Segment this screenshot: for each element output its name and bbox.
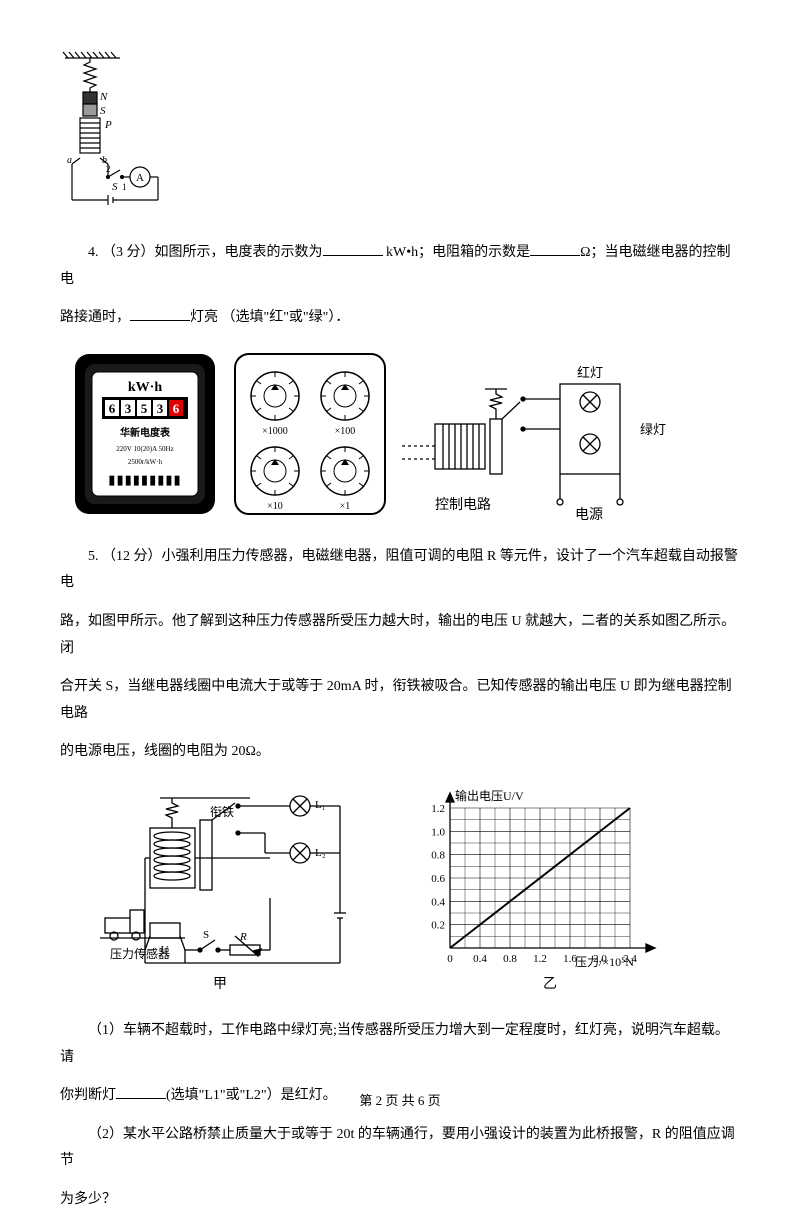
power-label: 电源 [575,507,603,523]
label-N: N [99,91,108,103]
svg-text:0.2: 0.2 [431,920,445,932]
q4-text: 4. （3 分）如图所示，电度表的示数为 kW•h；电阻箱的示数是Ω；当电磁继电… [60,240,740,293]
digit-3: 3 [157,401,164,416]
q5-sub2b: 为多少？ [60,1187,740,1214]
label-L1: L₁ [315,799,326,811]
q4-blank1 [323,241,383,256]
q5-sub2: （2）某水平公路桥禁止质量大于或等于 20t 的车辆通行，要用小强设计的装置为此… [60,1122,740,1175]
q4-prefix: 4. （3 分）如图所示，电度表的示数为 [88,245,323,260]
q4-blank3 [130,306,190,321]
label-t1: 1 [122,182,127,192]
q5-line3: 合开关 S，当继电器线圈中电流大于或等于 20mA 时，衔铁被吸合。已知传感器的… [60,674,740,727]
label-a: a [67,155,72,166]
svg-text:0.8: 0.8 [503,953,517,965]
label-S: S [100,105,106,117]
mult-3: ×1 [340,501,351,512]
q5-line4: 的电源电压，线圈的电阻为 20Ω。 [60,739,740,766]
label-ammeter: A [136,172,144,184]
svg-text:0.8: 0.8 [431,850,445,862]
digit-1: 3 [125,401,132,416]
meter-barcode: ▮▮▮▮▮▮▮▮▮ [108,472,181,487]
mult-1: ×100 [335,426,356,437]
meter-line2: 220V 10(20)A 50Hz [116,445,173,453]
svg-text:0.6: 0.6 [431,873,445,885]
digit-4: 6 [173,401,180,416]
q5-s2a: （2）某水平公路桥禁止质量大于或等于 20t 的车辆通行，要用小强设计的装置为此… [60,1127,735,1169]
q5-sub1: （1）车辆不超载时，工作电路中绿灯亮;当传感器所受压力增大到一定程度时，红灯亮，… [60,1018,740,1071]
svg-text:1.0: 1.0 [431,826,445,838]
ctrl-label: 控制电路 [435,497,491,513]
label-P: P [104,119,112,131]
page-footer: 第 2 页 共 6 页 [0,1089,800,1114]
label-sensor: 压力传感器 [110,946,170,961]
q4-blank2 [530,241,580,256]
q5-line2: 路，如图甲所示。他了解到这种压力传感器所受压力越大时，输出的电压 U 就越大，二… [60,609,740,662]
meter-line3: 2500r/kW·h [128,458,163,466]
label-switch: S [112,181,118,193]
svg-text:2.0: 2.0 [593,953,607,965]
svg-text:1.2: 1.2 [431,803,445,815]
q3-figure: N S P a b S 2 1 A [60,50,740,220]
red-lamp-label: 红灯 [577,365,603,380]
q5-line1: 5. （12 分）小强利用压力传感器，电磁继电器，阻值可调的电阻 R 等元件，设… [60,544,740,597]
digit-0: 6 [109,401,116,416]
q4-line2b: 灯亮 （选填"红"或"绿"）． [190,310,349,325]
cap-right: 乙 [543,976,557,992]
q4-line2a: 路接通时， [60,310,130,325]
q4-unit1: kW•h；电阻箱的示数是 [383,245,531,260]
label-R: R [239,931,247,943]
svg-text:0.4: 0.4 [431,896,445,908]
digit-2: 5 [141,401,148,416]
svg-text:0: 0 [447,953,453,965]
svg-text:1.2: 1.2 [533,953,547,965]
label-Sswitch: S [203,929,209,941]
chart-ylabel: 输出电压U/V [455,788,524,803]
q5-figure: U S R 衔铁 L₁ [60,778,740,998]
q4-figure: kW·h 6 3 5 3 6 华新电度表 220V 10(20)A 50Hz 2… [60,344,740,524]
label-t2: 2 [106,164,111,174]
label-arm: 衔铁 [210,805,234,819]
q5-s1a: （1）车辆不超载时，工作电路中绿灯亮;当传感器所受压力增大到一定程度时，红灯亮，… [60,1023,729,1065]
mult-0: ×1000 [262,426,288,437]
meter-unit: kW·h [128,380,162,395]
cap-left: 甲 [213,977,227,992]
svg-text:1.6: 1.6 [563,953,577,965]
meter-line1: 华新电度表 [120,426,171,439]
svg-text:0.4: 0.4 [473,953,487,965]
q4-line2: 路接通时， 灯亮 （选填"红"或"绿"）． [60,305,740,332]
green-lamp-label: 绿灯 [640,422,666,437]
svg-text:2.4: 2.4 [623,953,637,965]
mult-2: ×10 [267,501,283,512]
